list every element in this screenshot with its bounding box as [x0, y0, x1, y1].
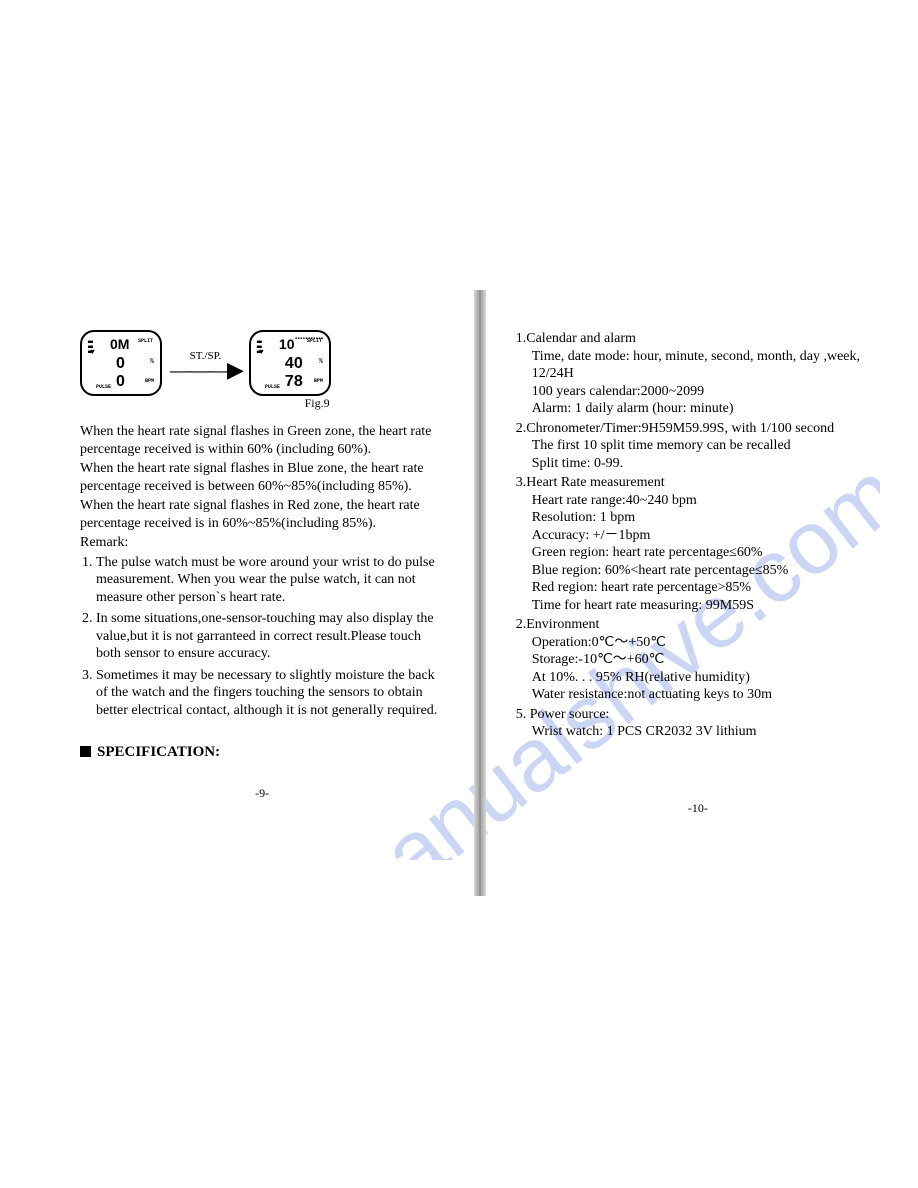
- spec-sub: Time, date mode: hour, minute, second, m…: [516, 348, 880, 383]
- page-spread: ▂▂▂ ♥ 0M SPLIT 0 % 0 PULSE BPM ST./SP. —…: [80, 330, 880, 816]
- figure-caption: Fig.9: [190, 396, 444, 411]
- watch-display-left: ▂▂▂ ♥ 0M SPLIT 0 % 0 PULSE BPM: [80, 330, 162, 396]
- pulse-value: 78: [285, 372, 303, 392]
- arrow-block: ST./SP. ———▶: [170, 350, 241, 377]
- spec-sub: Heart rate range:40~240 bpm: [516, 492, 880, 510]
- spec-sub: Storage:-10℃～+60℃: [516, 651, 880, 669]
- spec-item: 2.Environment Operation:0℃～+50℃ Storage:…: [516, 616, 880, 704]
- spec-sub: Accuracy: +/－1bpm: [516, 527, 880, 545]
- heart-icon: ♥: [259, 348, 264, 358]
- spec-item: 2.Chronometer/Timer:9H59M59.99S, with 1/…: [516, 420, 880, 473]
- split-value: 10: [279, 336, 295, 354]
- remark-heading: Remark:: [80, 534, 444, 552]
- pulse-label: PULSE: [96, 384, 111, 390]
- remark-item: The pulse watch must be wore around your…: [96, 554, 444, 607]
- spec-sub: Blue region: 60%<heart rate percentage≤8…: [516, 562, 880, 580]
- square-bullet-icon: [80, 746, 91, 757]
- spec-item: 1.Calendar and alarm Time, date mode: ho…: [516, 330, 880, 418]
- heart-icon: ♥: [90, 348, 95, 358]
- spec-item: 3.Heart Rate measurement Heart rate rang…: [516, 474, 880, 614]
- pulse-value: 0: [116, 372, 125, 392]
- specification-heading: SPECIFICATION:: [80, 743, 444, 762]
- percent-value: 0: [116, 354, 125, 374]
- spec-sub: Water resistance:not actuating keys to 3…: [516, 686, 880, 704]
- spec-item: 5. Power source: Wrist watch: 1 PCS CR20…: [516, 706, 880, 741]
- percent-value: 40: [285, 354, 303, 374]
- specification-list: 1.Calendar and alarm Time, date mode: ho…: [516, 330, 880, 741]
- spec-sub: Time for heart rate measuring: 99M59S: [516, 597, 880, 615]
- paragraph-green-zone: When the heart rate signal flashes in Gr…: [80, 423, 444, 458]
- figure-9: ▂▂▂ ♥ 0M SPLIT 0 % 0 PULSE BPM ST./SP. —…: [80, 330, 444, 396]
- spec-head: 3.Heart Rate measurement: [516, 475, 665, 490]
- split-label: SPLIT: [138, 338, 153, 344]
- spec-sub: Wrist watch: 1 PCS CR2032 3V lithium: [516, 723, 880, 741]
- page-number: -10-: [516, 801, 880, 816]
- page-number: -9-: [80, 786, 444, 801]
- spec-head: 5. Power source:: [516, 707, 610, 722]
- spec-head: 2.Environment: [516, 617, 600, 632]
- remark-list: The pulse watch must be wore around your…: [80, 554, 444, 720]
- remark-item: Sometimes it may be necessary to slightl…: [96, 667, 444, 720]
- spec-heading-text: SPECIFICATION:: [97, 744, 220, 760]
- spec-sub: The first 10 split time memory can be re…: [516, 437, 880, 455]
- spec-sub: Red region: heart rate percentage>85%: [516, 579, 880, 597]
- bpm-label: BPM: [314, 378, 323, 384]
- bpm-label: BPM: [145, 378, 154, 384]
- spec-sub: At 10%. . . 95% RH(relative humidity): [516, 669, 880, 687]
- page-binding: [474, 290, 486, 896]
- split-label: SPLIT: [307, 338, 322, 344]
- spec-sub: Resolution: 1 bpm: [516, 509, 880, 527]
- spec-sub: Split time: 0-99.: [516, 455, 880, 473]
- percent-icon: %: [319, 358, 323, 367]
- pulse-label: PULSE: [265, 384, 280, 390]
- paragraph-red-zone: When the heart rate signal flashes in Re…: [80, 497, 444, 532]
- remark-item: In some situations,one-sensor-touching m…: [96, 610, 444, 663]
- paragraph-blue-zone: When the heart rate signal flashes in Bl…: [80, 460, 444, 495]
- split-value: 0M: [110, 336, 129, 354]
- watch-display-right: ▂▂▂ ▪▪▪▪▪▪▪▪▪▪▪ ♥ 10 SPLIT 40 % 78 PULSE…: [249, 330, 331, 396]
- spec-sub: Alarm: 1 daily alarm (hour: minute): [516, 400, 880, 418]
- spec-sub: Operation:0℃～+50℃: [516, 634, 880, 652]
- left-page: ▂▂▂ ♥ 0M SPLIT 0 % 0 PULSE BPM ST./SP. —…: [80, 330, 444, 816]
- spec-sub: Green region: heart rate percentage≤60%: [516, 544, 880, 562]
- spec-head: 1.Calendar and alarm: [516, 331, 636, 346]
- right-page: 1.Calendar and alarm Time, date mode: ho…: [516, 330, 880, 816]
- spec-head: 2.Chronometer/Timer:9H59M59.99S, with 1/…: [516, 421, 834, 436]
- arrow-right-icon: ———▶: [170, 363, 241, 376]
- percent-icon: %: [150, 358, 154, 367]
- spec-sub: 100 years calendar:2000~2099: [516, 383, 880, 401]
